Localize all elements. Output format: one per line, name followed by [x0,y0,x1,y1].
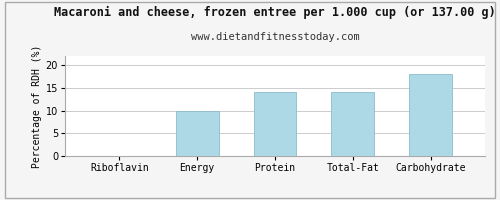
Bar [332,92,374,156]
Text: www.dietandfitnesstoday.com: www.dietandfitnesstoday.com [190,32,360,42]
Text: Macaroni and cheese, frozen entree per 1.000 cup (or 137.00 g): Macaroni and cheese, frozen entree per 1… [54,6,496,19]
Bar [254,92,296,156]
Bar [409,74,452,156]
Bar [176,111,218,156]
Y-axis label: Percentage of RDH (%): Percentage of RDH (%) [32,44,42,168]
